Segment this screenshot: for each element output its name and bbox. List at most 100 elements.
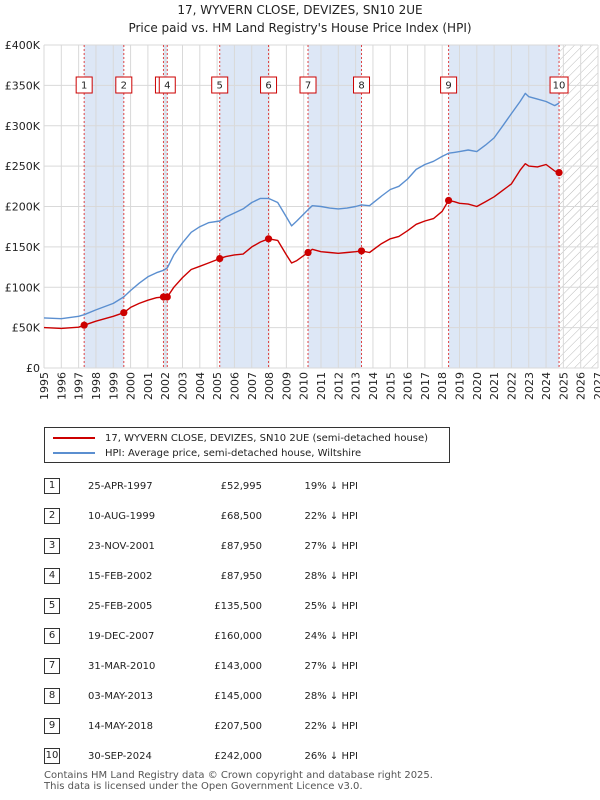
sale-number: 6 [44,628,60,644]
sale-label: 9 [445,81,451,92]
x-tick-label: 2003 [177,372,190,400]
sale-point [444,196,453,205]
sale-date: 10-AUG-1999 [88,510,156,522]
table-row: 5 25-FEB-2005 £135,500 25% ↓ HPI [44,591,358,621]
property-price-line [43,162,560,330]
x-tick-label: 2009 [280,372,293,400]
y-tick-label: £200K [5,201,41,214]
sale-hpi-delta: 27% ↓ HPI [304,540,358,552]
sale-hpi-delta: 22% ↓ HPI [304,510,358,522]
table-row: 3 23-NOV-2001 £87,950 27% ↓ HPI [44,531,358,561]
sale-hpi-delta: 19% ↓ HPI [304,480,358,492]
table-row: 10 30-SEP-2024 £242,000 26% ↓ HPI [44,741,358,771]
x-tick-label: 2013 [350,372,363,400]
x-tick-label: 1997 [73,372,86,400]
sale-price: £143,000 [214,660,262,672]
sale-label-box [75,76,93,94]
y-tick-label: £300K [5,120,41,133]
y-tick-label: £50K [12,322,41,335]
x-tick-label: 2018 [436,372,449,400]
sale-number: 1 [44,478,60,494]
legend-item-hpi: HPI: Average price, semi-detached house,… [53,446,361,460]
sale-date: 14-MAY-2018 [88,720,154,732]
chart-legend: 17, WYVERN CLOSE, DEVIZES, SN10 2UE (sem… [44,427,450,463]
x-tick-label: 2008 [263,372,276,400]
sale-label-box [115,76,133,94]
sale-label: 6 [265,81,271,92]
sale-price: £87,950 [220,540,262,552]
sale-label-box [549,76,569,94]
x-tick-label: 2016 [402,372,415,400]
x-tick-label: 1998 [90,372,103,400]
x-tick-label: 2022 [505,372,518,400]
x-tick-label: 2007 [246,372,259,400]
footer: Contains HM Land Registry data © Crown c… [44,770,433,792]
sale-point [216,254,224,263]
sales-table: 1 25-APR-1997 £52,995 19% ↓ HPI 2 10-AUG-1999… [44,471,358,771]
sale-hpi-delta: 25% ↓ HPI [304,600,358,612]
legend-swatch-hpi [53,452,95,454]
sale-point [80,321,88,329]
x-tick-label: 2012 [332,372,345,400]
sale-label: 1 [81,81,87,92]
sale-date: 30-SEP-2024 [88,750,152,762]
sale-hpi-delta: 27% ↓ HPI [304,660,358,672]
sale-price: £160,000 [214,630,262,642]
x-tick-label: 2002 [159,372,172,400]
sale-label-box [440,76,458,94]
sale-label: 8 [358,81,364,92]
legend-item-property: 17, WYVERN CLOSE, DEVIZES, SN10 2UE (sem… [53,431,428,445]
x-tick-label: 2021 [488,372,501,400]
sale-number: 10 [44,748,60,764]
x-tick-label: 1999 [107,372,120,400]
sale-point [264,235,273,243]
sale-point [357,247,366,255]
legend-label-property: 17, WYVERN CLOSE, DEVIZES, SN10 2UE (sem… [105,432,429,444]
sale-point [163,293,171,301]
sale-date: 25-FEB-2005 [88,600,153,612]
table-row: 7 31-MAR-2010 £143,000 27% ↓ HPI [44,651,358,681]
x-tick-label: 2023 [523,372,536,400]
sale-label: 7 [305,81,311,92]
sale-hpi-delta: 28% ↓ HPI [304,570,358,582]
sale-point [555,168,563,177]
sale-price: £145,000 [214,690,262,702]
legend-swatch-property [53,437,95,439]
y-tick-label: £250K [5,160,41,173]
y-tick-label: £400K [5,39,41,52]
y-tick-label: £350K [5,79,41,92]
table-row: 8 03-MAY-2013 £145,000 28% ↓ HPI [44,681,358,711]
sale-label: 2 [121,81,127,92]
sale-hpi-delta: 22% ↓ HPI [304,720,358,732]
sale-label: 10 [553,81,566,92]
table-row: 4 15-FEB-2002 £87,950 28% ↓ HPI [44,561,358,591]
x-tick-label: 2011 [315,372,328,400]
sale-date: 15-FEB-2002 [88,570,153,582]
sale-label-box [353,76,371,94]
sale-number: 7 [44,658,60,674]
sale-price: £68,500 [220,510,262,522]
x-tick-label: 2017 [419,372,432,400]
sale-label-box [260,76,278,94]
sale-label-box [158,76,176,94]
x-tick-label: 2000 [125,372,138,400]
sale-number: 3 [44,538,60,554]
x-tick-label: 2006 [228,372,241,400]
sale-date: 23-NOV-2001 [88,540,155,552]
sale-number: 2 [44,508,60,524]
x-tick-label: 2004 [194,372,207,400]
sale-point [120,309,128,317]
sale-label: 4 [164,81,170,92]
table-row: 6 19-DEC-2007 £160,000 24% ↓ HPI [44,621,358,651]
x-tick-label: 2027 [592,372,600,400]
footer-copyright: Contains HM Land Registry data © Crown c… [44,770,433,781]
x-tick-label: 2001 [142,372,155,400]
table-row: 9 14-MAY-2018 £207,500 22% ↓ HPI [44,711,358,741]
footer-licence: This data is licensed under the Open Gov… [44,781,363,792]
chart-subtitle: Price paid vs. HM Land Registry's House … [128,21,471,35]
sale-hpi-delta: 26% ↓ HPI [304,750,358,762]
x-tick-label: 2019 [454,372,467,400]
sale-label-box [211,76,229,94]
sale-price: £52,995 [220,480,262,492]
sale-price: £87,950 [220,570,262,582]
